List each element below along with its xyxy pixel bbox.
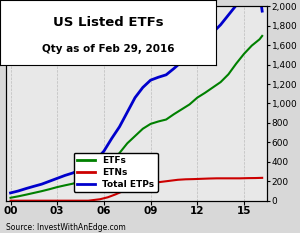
Legend: ETFs, ETNs, Total ETPs: ETFs, ETNs, Total ETPs <box>74 153 158 192</box>
Text: US Listed ETFs: US Listed ETFs <box>53 16 163 29</box>
Text: Source: InvestWithAnEdge.com: Source: InvestWithAnEdge.com <box>6 223 126 232</box>
Text: Qty as of Feb 29, 2016: Qty as of Feb 29, 2016 <box>42 44 174 54</box>
